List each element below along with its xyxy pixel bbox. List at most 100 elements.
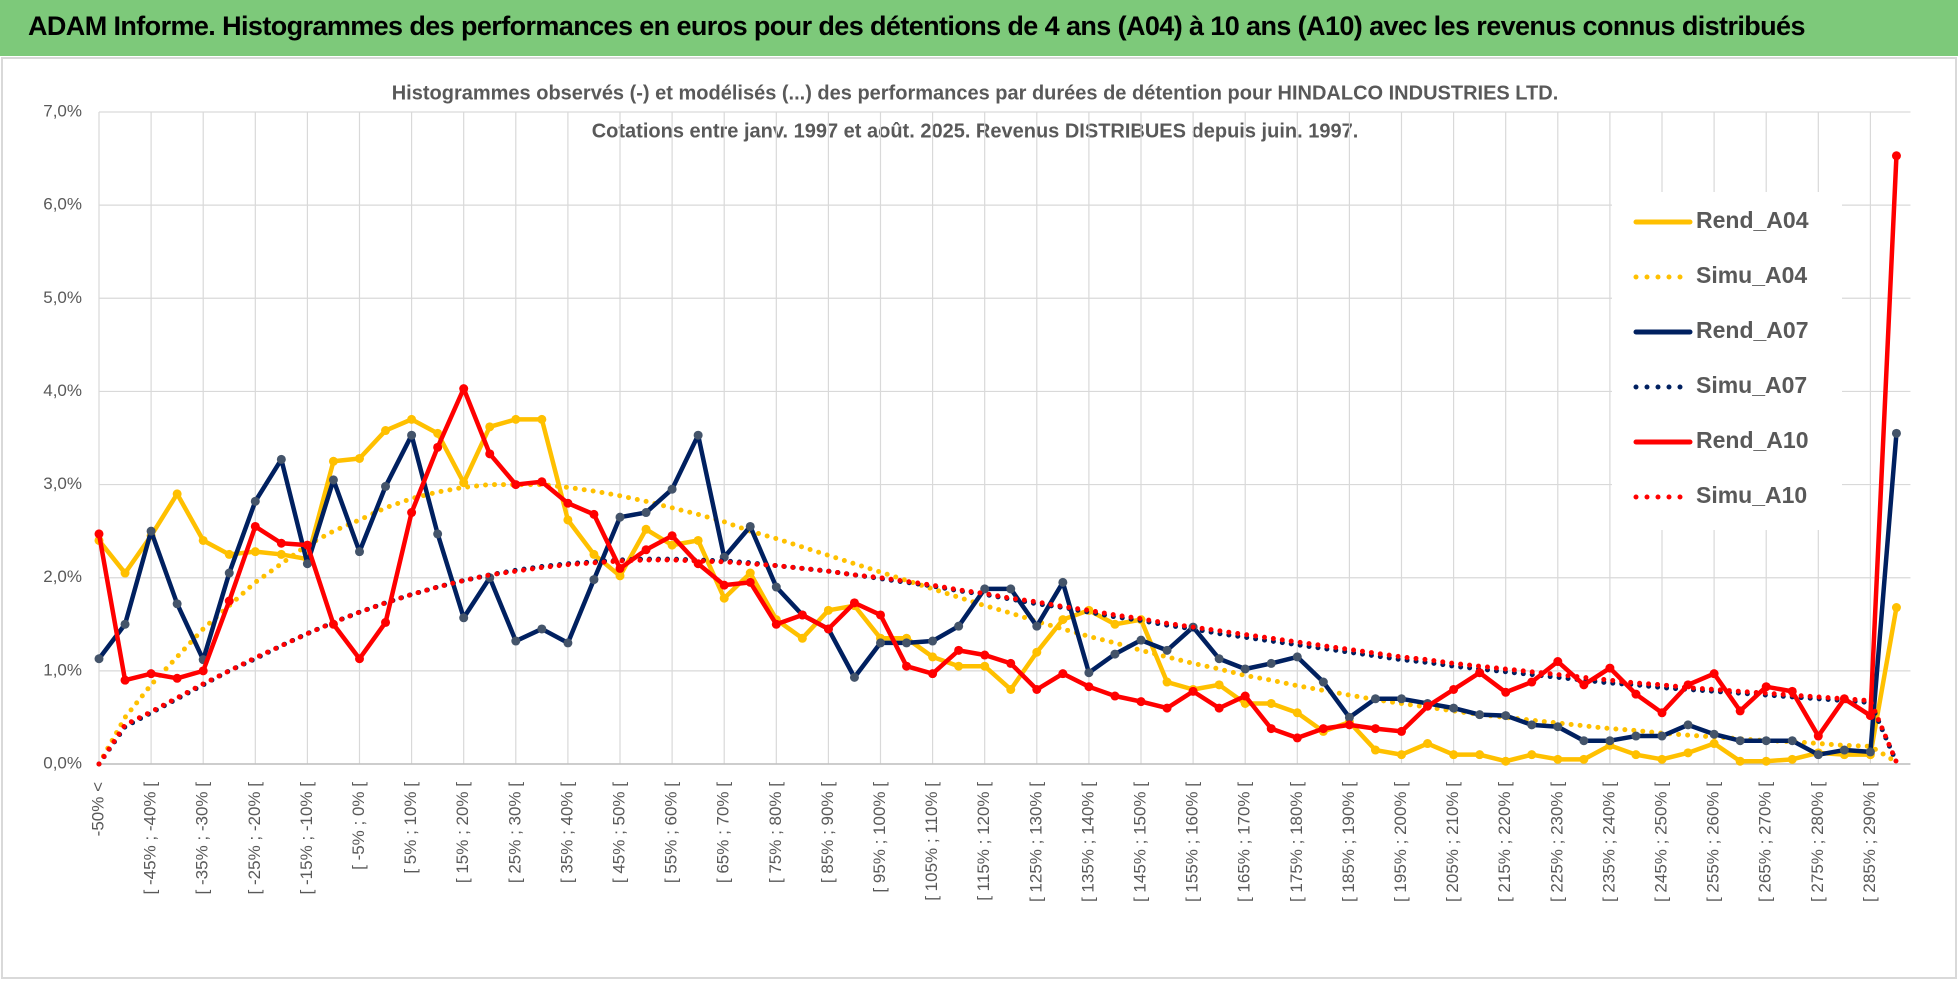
series-marker [719,593,729,603]
legend-label: Rend_A07 [1696,317,1808,343]
series-marker [928,636,938,646]
series-marker [1787,736,1797,746]
series-marker [511,414,521,424]
x-tick-label: [ 165% ; 170% [ [1235,782,1254,902]
series-marker [276,538,286,548]
series-marker [1318,724,1328,734]
x-tick-label: [ 85% ; 90% [ [818,782,837,883]
y-tick-label: 4,0% [43,381,82,400]
series-marker [980,650,990,660]
series-marker [928,652,938,662]
series-marker [1423,739,1433,749]
x-tick-label: [ 65% ; 70% [ [714,782,733,883]
series-marker [1813,750,1823,760]
series-marker [1006,684,1016,694]
series-line [96,431,1899,757]
series-marker [381,617,391,627]
series-marker [1527,677,1537,687]
series-marker [589,549,599,559]
series-marker [172,489,182,499]
x-tick-label: [ 35% ; 40% [ [557,782,576,883]
series-marker [1110,649,1120,659]
series-marker [1449,703,1459,713]
series-marker [771,619,781,629]
x-tick-label: [ 105% ; 110% [ [922,782,941,901]
series-marker [224,596,234,606]
series-marker [355,654,364,664]
series-marker [1891,151,1901,161]
series-marker [1839,745,1849,755]
series-marker [980,661,990,671]
x-tick-label: -50% < [88,782,107,836]
series-marker [1553,657,1563,667]
series-marker [823,624,833,634]
series-marker [250,521,260,531]
series-marker [459,613,469,623]
series-marker [1370,724,1380,734]
series-marker [537,477,547,487]
series-marker [1553,754,1563,764]
series-marker [954,661,964,671]
series-line [96,482,1899,767]
series-marker [459,478,469,488]
series-marker [849,672,859,682]
series-marker [1292,652,1302,662]
series-marker [276,454,286,464]
series-marker [1579,680,1589,690]
series-marker [1110,691,1120,701]
series-marker [1266,658,1276,668]
series-marker [407,508,417,518]
x-tick-label: [ 245% ; 250% [ [1651,782,1670,902]
x-tick-label: [ 275% ; 280% [ [1808,782,1827,902]
legend-label: Simu_A10 [1696,482,1807,508]
series-marker [980,584,990,594]
x-tick-label: [ 95% ; 100% [ [870,782,889,893]
series-marker [407,430,417,440]
series-marker [667,540,677,550]
series-marker [537,624,547,634]
series-marker [1605,663,1615,673]
series-marker [1683,720,1693,730]
series-marker [902,661,912,671]
series-marker [719,580,729,590]
series-marker [1553,722,1563,732]
series-marker [1318,677,1328,687]
series-marker [1813,731,1823,741]
series-marker [1058,577,1068,587]
series-marker [250,547,260,557]
x-tick-label: [ 135% ; 140% [ [1078,782,1097,902]
series-marker [1423,701,1433,711]
series-marker [1501,756,1511,766]
series-marker [1397,726,1406,736]
x-tick-label: [ 155% ; 160% [ [1183,782,1202,902]
x-tick-label: [ 215% ; 220% [ [1495,782,1514,902]
series-marker [1292,733,1302,743]
series-marker [1136,697,1146,707]
series-marker [849,598,859,608]
series-marker [511,480,521,490]
x-tick-label: [ 75% ; 80% [ [766,782,785,883]
series-marker [745,577,755,587]
series-marker [537,414,547,424]
x-tick-label: [ 265% ; 270% [ [1756,782,1775,902]
series-marker [1214,703,1224,713]
series-marker [615,571,625,581]
series-marker [1657,708,1667,718]
y-tick-label: 3,0% [43,474,82,493]
series-marker [198,666,208,676]
x-tick-label: [ 195% ; 200% [ [1391,782,1410,902]
x-tick-label: [ -5% ; 0% [ [349,782,368,870]
series-marker [1110,619,1120,629]
series-marker [1084,668,1094,678]
series-marker [693,430,703,440]
series-marker [1501,711,1511,721]
series-line [96,557,1899,767]
series-marker [172,599,182,609]
x-tick-label: [ -25% ; -20% [ [245,782,264,895]
series-marker [1032,647,1042,657]
series-marker [797,610,807,620]
series-marker [823,605,833,615]
series-marker [1214,654,1224,664]
x-tick-label: [ 125% ; 130% [ [1026,782,1045,902]
series-marker [1579,736,1589,746]
